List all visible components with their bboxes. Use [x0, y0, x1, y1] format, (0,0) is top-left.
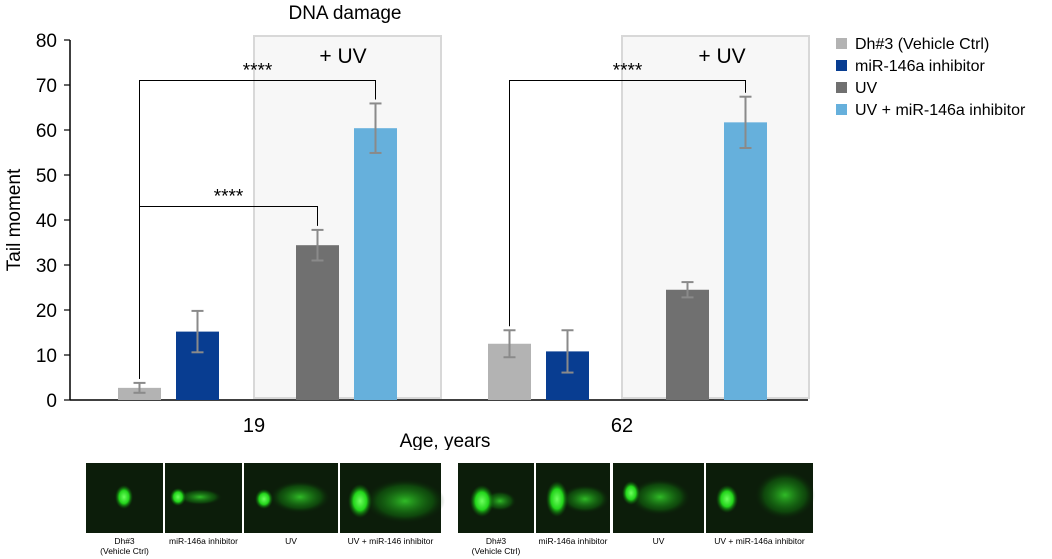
micrograph-caption: UV + miR-146 inhibitor	[348, 536, 434, 546]
y-tick-label: 70	[36, 76, 57, 97]
significance-label: ****	[214, 187, 244, 208]
bars-group	[118, 95, 767, 400]
significance-bracket	[509, 80, 746, 327]
micrograph-caption: UV + miR-146a inhibitor	[714, 536, 805, 546]
bar	[666, 289, 709, 400]
y-tick-label: 30	[36, 256, 57, 277]
comet-panel: UV + miR-146 inhibitor	[340, 463, 445, 546]
micrograph-caption: miR-146a inhibitor	[539, 536, 608, 546]
micrograph-caption: Dh#3 (Vehicle Ctrl)	[472, 536, 521, 556]
legend: Dh#3 (Vehicle Ctrl) miR-146a inhibitor UV U…	[836, 36, 1026, 119]
comet-panel: Dh#3 (Vehicle Ctrl)	[458, 463, 534, 556]
significance-brackets: **** **** ****	[139, 61, 746, 379]
uv-box-19	[253, 35, 442, 399]
category-label-62: 62	[611, 415, 633, 437]
y-axis: 0 10 20 30 40 50 60 70 80	[36, 31, 71, 412]
legend-label: UV	[855, 80, 878, 97]
micrograph-caption: miR-146a inhibitor	[169, 536, 238, 546]
y-tick-label: 0	[46, 391, 57, 412]
comet-panel: UV + miR-146a inhibitor	[706, 463, 815, 546]
legend-label: UV + miR-146a inhibitor	[855, 102, 1026, 119]
comet-panel: UV	[613, 463, 704, 546]
y-axis-label: Tail moment	[4, 168, 25, 271]
y-tick-label: 10	[36, 346, 57, 367]
micrograph-caption: UV	[653, 536, 665, 546]
y-tick-label: 50	[36, 166, 57, 187]
y-tick-label: 60	[36, 121, 57, 142]
comet-panel: UV	[244, 463, 338, 546]
dna-damage-chart: + UV + UV DNA damage 0 10 20 30 40 50 60 70 80 T…	[4, 3, 1026, 450]
chart-title: DNA damage	[288, 3, 401, 24]
legend-swatch	[836, 82, 847, 93]
category-label-19: 19	[243, 415, 265, 437]
uv-box-62	[621, 35, 810, 399]
bar	[354, 128, 397, 400]
bar	[296, 245, 339, 400]
significance-label: ****	[243, 61, 273, 82]
significance-label: ****	[613, 61, 643, 82]
comet-panel: miR-146a inhibitor	[165, 463, 242, 546]
comet-panel: miR-146a inhibitor	[536, 463, 610, 546]
legend-swatch	[836, 104, 847, 115]
legend-label: Dh#3 (Vehicle Ctrl)	[855, 36, 989, 53]
legend-swatch	[836, 38, 847, 49]
comet-micrograph-strip: Dh#3 (Vehicle Ctrl) miR-146a inhibitor UV UV…	[86, 463, 815, 556]
bar	[724, 122, 767, 400]
y-tick-label: 20	[36, 301, 57, 322]
legend-label: miR-146a inhibitor	[855, 58, 986, 75]
comet-panel: Dh#3 (Vehicle Ctrl)	[86, 463, 163, 556]
uv-box-label-19: + UV	[319, 45, 366, 68]
x-axis-label: Age, years	[400, 431, 491, 450]
legend-swatch	[836, 60, 847, 71]
micrograph-caption: UV	[285, 536, 297, 546]
y-tick-label: 80	[36, 31, 57, 52]
bar	[118, 387, 161, 400]
micrograph-caption: Dh#3 (Vehicle Ctrl)	[100, 536, 149, 556]
uv-box-label-62: + UV	[698, 45, 745, 68]
significance-bracket	[139, 206, 318, 379]
y-tick-label: 40	[36, 211, 57, 232]
